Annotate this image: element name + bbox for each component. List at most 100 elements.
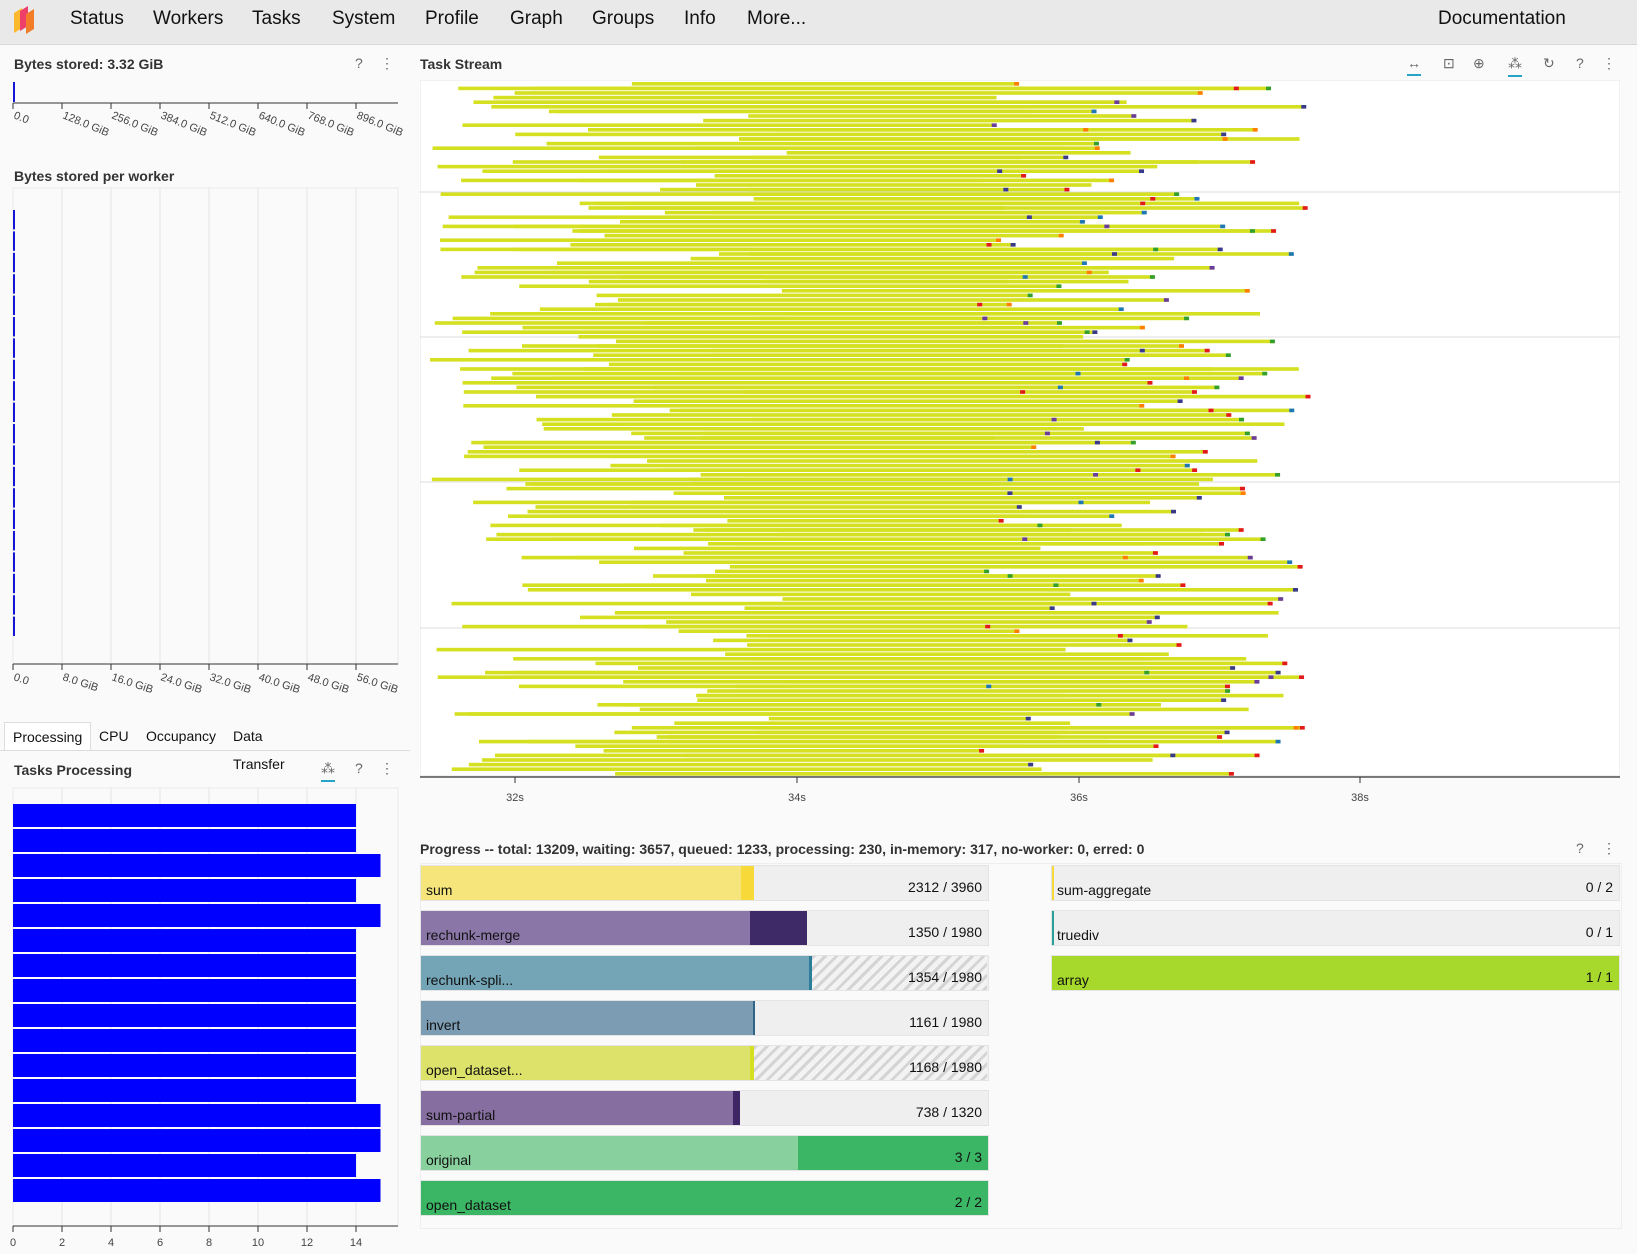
task-stream-bar	[570, 243, 991, 247]
hover-tool-icon[interactable]: ⁂	[1508, 55, 1522, 77]
progress-count: 2 / 2	[954, 1194, 982, 1210]
progress-name: open_dataset...	[426, 1062, 523, 1078]
task-stream-bar	[528, 739, 1280, 744]
menu-dots-icon[interactable]: ⋮	[1602, 840, 1616, 856]
progress-row[interactable]: sum-aggregate 0 / 2	[1051, 865, 1620, 901]
tasks-processing-bar	[13, 1079, 356, 1102]
progress-row[interactable]: open_dataset 2 / 2	[420, 1180, 989, 1216]
nav-graph[interactable]: Graph	[510, 8, 563, 29]
task-stream-small-task	[1007, 477, 1013, 482]
progress-memory-fill	[749, 911, 807, 945]
task-stream-bar	[513, 657, 1149, 661]
nav-tasks[interactable]: Tasks	[252, 8, 301, 29]
nav-documentation[interactable]: Documentation	[1438, 8, 1566, 29]
task-stream-bar	[659, 468, 1197, 472]
task-stream-bar	[595, 661, 1287, 666]
task-stream-small-task	[1299, 726, 1305, 730]
task-stream-bar	[536, 417, 1244, 422]
task-stream-small-task	[1177, 399, 1183, 403]
task-stream-small-task	[1058, 233, 1064, 238]
task-stream-bar	[610, 744, 1025, 748]
task-stream-bar	[522, 583, 1185, 587]
nav-profile[interactable]: Profile	[425, 8, 479, 29]
progress-row[interactable]: sum 2312 / 3960	[420, 865, 989, 901]
menu-dots-icon[interactable]: ⋮	[380, 55, 394, 71]
task-stream-bar	[527, 509, 1176, 514]
progress-row[interactable]: array 1 / 1	[1051, 955, 1620, 991]
task-stream-bar	[515, 132, 1226, 137]
hover-tool-icon[interactable]: ⁂	[321, 760, 335, 782]
task-stream-bar	[697, 698, 1226, 702]
task-stream-bar	[678, 629, 1019, 633]
task-stream-small-task	[1299, 675, 1305, 679]
task-stream-bar	[617, 298, 1168, 302]
task-stream-bar	[593, 353, 1230, 357]
worker-bytes-bar	[13, 509, 15, 529]
task-stream-bar	[513, 247, 1222, 252]
worker-bytes-bar	[13, 338, 15, 358]
help-icon[interactable]: ?	[355, 760, 363, 776]
zoom-box-icon[interactable]: ⊡	[1443, 55, 1455, 71]
bytes-stored-bar	[13, 82, 15, 102]
task-stream-small-task	[1028, 762, 1034, 767]
progress-row[interactable]: sum-partial 738 / 1320	[420, 1090, 989, 1126]
task-stream-small-task	[1122, 362, 1128, 367]
task-stream-small-task	[979, 749, 985, 753]
tab-processing[interactable]: Processing	[4, 722, 92, 751]
nav-info[interactable]: Info	[684, 8, 716, 29]
progress-row[interactable]: original 3 / 3	[420, 1135, 989, 1171]
task-stream-bar	[599, 560, 1292, 564]
task-stream-bar	[539, 307, 1123, 311]
tab-cpu[interactable]: CPU	[99, 728, 129, 744]
nav-status[interactable]: Status	[70, 8, 124, 29]
progress-row[interactable]: rechunk-spli... 1354 / 1980	[420, 955, 989, 991]
task-stream-bar	[718, 252, 1116, 256]
progress-row[interactable]: truediv 0 / 1	[1051, 910, 1620, 946]
help-icon[interactable]: ?	[1576, 55, 1584, 71]
reset-icon[interactable]: ↻	[1543, 55, 1555, 71]
wheel-zoom-icon[interactable]: ⊕	[1473, 55, 1485, 71]
bytes-per-worker-tick-label: 40.0 GiB	[257, 671, 301, 696]
bytes-per-worker-tick-label: 24.0 GiB	[159, 671, 203, 696]
task-stream-bar	[587, 128, 1257, 132]
progress-name: open_dataset	[426, 1197, 511, 1213]
tab-occupancy[interactable]: Occupancy	[146, 728, 217, 744]
menu-dots-icon[interactable]: ⋮	[380, 760, 394, 776]
progress-memory-fill	[1052, 956, 1619, 990]
task-stream-bar	[710, 348, 1209, 353]
help-icon[interactable]: ?	[1576, 840, 1584, 856]
menu-dots-icon[interactable]: ⋮	[1602, 55, 1616, 71]
task-stream-small-task	[1238, 528, 1244, 532]
nav-groups[interactable]: Groups	[592, 8, 655, 29]
task-stream-bar	[579, 201, 1145, 206]
task-stream-bar	[431, 477, 1012, 482]
task-stream-small-task	[1224, 730, 1230, 735]
progress-count: 1354 / 1980	[908, 969, 982, 985]
task-stream-bar	[739, 137, 1227, 141]
task-stream-bar	[673, 491, 1012, 495]
pan-tool-icon[interactable]: ↔	[1407, 55, 1421, 76]
progress-row[interactable]: open_dataset... 1168 / 1980	[420, 1045, 989, 1081]
task-stream-small-task	[1094, 440, 1100, 445]
tab-data-transfer[interactable]: Data Transfer	[233, 728, 285, 772]
task-stream-bar	[703, 118, 1196, 123]
nav-system[interactable]: System	[332, 8, 396, 29]
dask-logo-icon[interactable]	[10, 5, 40, 35]
progress-row[interactable]: rechunk-merge 1350 / 1980	[420, 910, 989, 946]
nav-workers[interactable]: Workers	[153, 8, 224, 29]
worker-bytes-bar	[13, 402, 15, 422]
task-stream-small-task	[1139, 348, 1145, 353]
task-stream-bar	[521, 344, 1184, 348]
progress-count: 3 / 3	[954, 1149, 982, 1165]
task-stream-small-task	[1260, 537, 1266, 541]
task-stream-bar	[579, 178, 983, 183]
task-stream-small-task	[1016, 505, 1022, 509]
task-stream-small-task	[1117, 634, 1123, 638]
task-stream-small-task	[1140, 201, 1146, 206]
progress-row[interactable]: invert 1161 / 1980	[420, 1000, 989, 1036]
help-icon[interactable]: ?	[355, 55, 363, 71]
task-stream-bar	[461, 275, 1027, 279]
task-stream-bar	[546, 141, 1098, 146]
nav-more[interactable]: More...	[747, 8, 807, 29]
task-stream-bar	[588, 279, 1009, 284]
